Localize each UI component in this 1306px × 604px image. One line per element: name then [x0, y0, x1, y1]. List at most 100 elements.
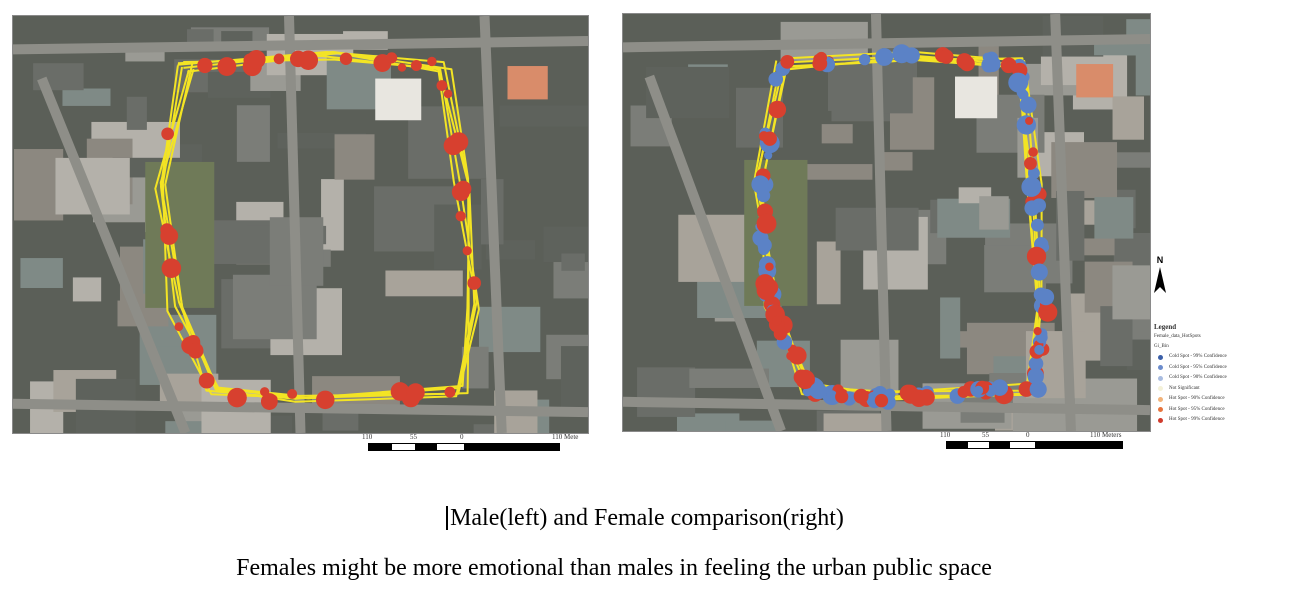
hot-spot-marker — [161, 258, 182, 278]
scale-label: 110 — [940, 431, 951, 439]
hot-spot-marker — [788, 346, 807, 365]
hot-spot-marker — [812, 56, 828, 72]
building-block — [375, 78, 422, 121]
building-block — [478, 306, 541, 353]
cold-spot-marker — [757, 238, 772, 253]
cold-spot-marker — [875, 48, 894, 66]
female-hotspot-map — [622, 13, 1151, 432]
hot-spot-marker — [455, 211, 466, 222]
hot-spot-marker — [765, 262, 774, 272]
legend-label: Hot Spot - 95% Confidence — [1169, 406, 1225, 412]
building-block — [823, 413, 886, 431]
legend-swatch-icon — [1158, 365, 1163, 371]
scale-label: 110 Meters — [1090, 431, 1122, 439]
conclusion-caption: Females might be more emotional than mal… — [236, 555, 992, 581]
legend-item: Cold Spot - 90% Confidence — [1154, 373, 1294, 384]
hot-spot-marker — [315, 390, 335, 410]
hot-spot-marker — [1003, 61, 1015, 73]
map-legend: Legend Female_data_HotSpots Gi_Bin Cold … — [1154, 322, 1294, 426]
building-block — [72, 277, 102, 302]
legend-item: Cold Spot - 99% Confidence — [1154, 352, 1294, 363]
legend-layer: Female_data_HotSpots — [1154, 334, 1201, 339]
hot-spot-marker — [161, 127, 174, 141]
north-arrow: N — [1152, 255, 1168, 295]
road — [870, 14, 892, 431]
legend-swatch-icon — [1158, 417, 1163, 423]
hot-spot-marker — [853, 388, 869, 404]
cold-spot-marker — [1030, 263, 1048, 281]
road — [37, 76, 191, 433]
hot-spot-marker — [462, 246, 472, 256]
hot-spot-marker — [339, 52, 353, 65]
legend-item: Not Significant — [1154, 384, 1294, 395]
hot-spot-marker — [227, 387, 247, 408]
male-hotspot-map — [12, 15, 589, 434]
legend-swatch-icon — [1158, 396, 1163, 402]
scale-bar-graphic — [368, 443, 560, 451]
building-block — [321, 179, 344, 251]
hot-spot-marker — [956, 53, 973, 69]
legend-item: Hot Spot - 95% Confidence — [1154, 405, 1294, 416]
scale-label: 110 — [362, 433, 373, 441]
scale-label: 0 — [1026, 431, 1030, 439]
building-block — [1126, 339, 1150, 371]
hot-spot-marker — [247, 50, 266, 69]
cold-spot-marker — [903, 47, 920, 64]
female-map-canvas — [623, 14, 1150, 431]
cold-spot-marker — [884, 388, 896, 400]
male-map-canvas — [13, 16, 588, 433]
building-block — [883, 152, 913, 171]
cold-spot-marker — [858, 53, 871, 66]
building-block — [507, 66, 548, 100]
building-block — [806, 164, 873, 180]
north-label: N — [1156, 255, 1164, 265]
building-block — [385, 270, 463, 297]
building-block — [499, 105, 588, 127]
building-block — [20, 258, 63, 288]
cold-spot-marker — [1024, 200, 1040, 216]
legend-title: Legend — [1154, 323, 1177, 331]
legend-label: Hot Spot - 99% Confidence — [1169, 417, 1225, 423]
hot-spot-marker — [390, 382, 410, 401]
building-block — [1112, 96, 1144, 140]
hot-spot-marker — [874, 393, 889, 408]
building-block — [13, 149, 64, 221]
building-block — [560, 346, 588, 410]
hot-spot-marker — [768, 100, 787, 119]
legend-label: Cold Spot - 90% Confidence — [1169, 375, 1227, 381]
hot-spot-marker — [756, 213, 777, 234]
building-block — [940, 297, 961, 359]
building-block — [725, 420, 780, 431]
legend-item: Hot Spot - 90% Confidence — [1154, 394, 1294, 405]
building-block — [1094, 197, 1134, 239]
building-block — [1106, 152, 1150, 168]
building-block — [126, 96, 147, 130]
legend-item: Cold Spot - 95% Confidence — [1154, 363, 1294, 374]
building-block — [236, 105, 270, 162]
building-block — [979, 196, 1009, 230]
comparison-caption: Male(left) and Female comparison(right) — [0, 505, 1298, 532]
hot-spot-marker — [451, 183, 470, 202]
road — [1050, 14, 1076, 431]
road — [644, 74, 786, 431]
scale-label: 0 — [460, 433, 464, 441]
north-arrow-icon — [1154, 267, 1166, 293]
scale-label: 110 Mete — [552, 433, 579, 441]
legend-label: Not Significant — [1169, 385, 1200, 391]
cold-spot-marker — [1021, 176, 1042, 197]
hot-spot-marker — [287, 388, 298, 399]
hot-spot-marker — [1033, 327, 1042, 336]
building-block — [62, 88, 111, 106]
hot-spot-marker — [298, 50, 319, 70]
cold-spot-marker — [764, 151, 773, 160]
hot-spot-marker — [268, 394, 278, 404]
building-block — [816, 241, 841, 305]
road — [284, 16, 306, 433]
hot-spot-marker — [772, 315, 782, 326]
building-block — [637, 367, 696, 417]
road — [479, 16, 507, 433]
cold-spot-marker — [1028, 356, 1044, 371]
hot-spot-marker — [793, 369, 810, 386]
cold-spot-marker — [981, 57, 997, 73]
hot-spot-marker — [259, 387, 270, 397]
